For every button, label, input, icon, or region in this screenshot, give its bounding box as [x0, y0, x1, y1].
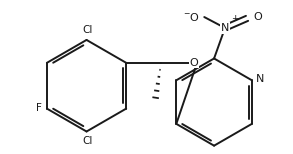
Text: Cl: Cl	[82, 136, 93, 146]
Text: O: O	[189, 58, 198, 68]
Text: $^{-}$O: $^{-}$O	[183, 10, 200, 22]
Text: O: O	[253, 12, 262, 22]
Text: N: N	[256, 74, 265, 84]
Text: F: F	[36, 103, 42, 113]
Text: Cl: Cl	[82, 25, 93, 35]
Text: N: N	[221, 23, 229, 33]
Text: +: +	[231, 14, 239, 23]
